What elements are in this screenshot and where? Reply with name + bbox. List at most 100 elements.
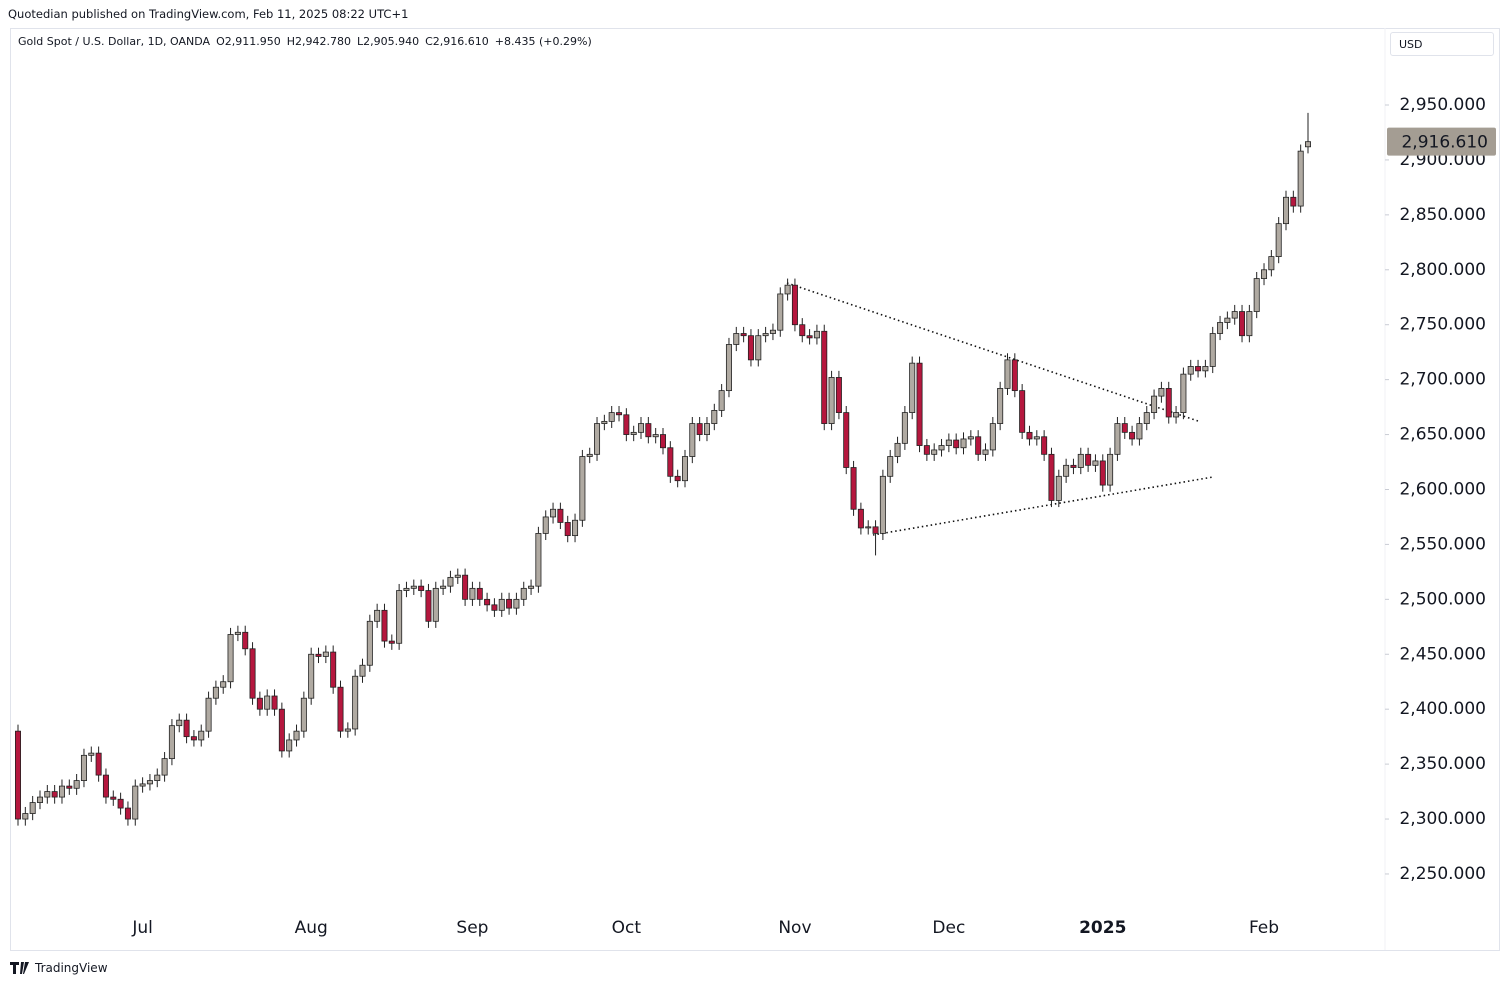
- candle-body: [227, 634, 234, 683]
- candle-body: [1173, 412, 1180, 418]
- candle-body: [506, 598, 513, 609]
- x-tick-label: 2025: [1079, 918, 1126, 938]
- candle-body: [703, 423, 710, 435]
- candle-body: [271, 695, 278, 710]
- y-tick-label: 2,800.000: [1399, 260, 1486, 280]
- x-tick-label: Aug: [295, 918, 328, 938]
- candle-body: [967, 436, 974, 440]
- candle-body: [278, 708, 285, 752]
- candle-body: [315, 653, 322, 657]
- candle-body: [901, 412, 908, 444]
- candle-body: [168, 725, 175, 760]
- candle-body: [498, 598, 505, 611]
- last-price-box: [1387, 127, 1496, 156]
- candle-body: [835, 377, 842, 413]
- y-tick-label: 2,250.000: [1399, 864, 1486, 884]
- ohlc-close: C2,916.610: [425, 35, 489, 48]
- currency-button[interactable]: USD: [1390, 32, 1494, 56]
- candle-body: [872, 526, 879, 534]
- candle-body: [520, 587, 527, 600]
- candle-body: [410, 585, 417, 589]
- candle-body: [733, 333, 740, 345]
- candle-body: [586, 453, 593, 457]
- y-tick-label: 2,450.000: [1399, 644, 1486, 664]
- candle-body: [1033, 436, 1040, 440]
- candle-body: [1107, 453, 1114, 486]
- candle-body: [769, 329, 776, 334]
- trendline-upper: [786, 282, 1199, 422]
- candle-body: [828, 377, 835, 424]
- candle-body: [88, 752, 95, 756]
- candle-body: [916, 362, 923, 446]
- candle-body: [909, 362, 916, 413]
- footer-text: TradingView: [35, 961, 108, 975]
- candle-body: [132, 785, 139, 820]
- candle-body: [608, 412, 615, 422]
- candle-body: [396, 590, 403, 644]
- candle-body: [1202, 366, 1209, 372]
- candle-body: [205, 697, 212, 732]
- candle-body: [1224, 317, 1231, 323]
- candle-body: [1253, 278, 1260, 312]
- candle-body: [1019, 390, 1026, 433]
- change: +8.435 (+0.29%): [494, 35, 592, 48]
- x-tick-label: Nov: [778, 918, 811, 938]
- candle-body: [718, 390, 725, 411]
- candle-body: [579, 456, 586, 521]
- candle-body: [176, 719, 183, 727]
- candle-body: [102, 774, 109, 798]
- trendline-lower: [872, 476, 1214, 536]
- candle-body: [1209, 333, 1216, 367]
- x-tick-label: Dec: [932, 918, 965, 938]
- candle-body: [1092, 460, 1099, 466]
- candle-body: [660, 434, 667, 449]
- candle-body: [337, 686, 344, 732]
- candle-body: [462, 574, 469, 600]
- x-tick-label: Jul: [131, 918, 153, 938]
- candle-body: [755, 335, 762, 361]
- candle-body: [747, 335, 754, 361]
- last-price-label: 2,916.610: [1401, 133, 1488, 153]
- candle-body: [51, 791, 58, 798]
- candle-body: [1026, 431, 1033, 440]
- chart-frame: [10, 28, 1500, 951]
- candle-body: [696, 423, 703, 435]
- candle-body: [887, 456, 894, 477]
- candle-body: [960, 438, 967, 449]
- candle-body: [645, 423, 652, 438]
- candle-body: [1143, 412, 1150, 424]
- candle-body: [1187, 366, 1194, 375]
- candle-body: [403, 587, 410, 591]
- candle-body: [791, 284, 798, 326]
- candle-body: [293, 730, 300, 741]
- candle-body: [359, 664, 366, 677]
- footer: TradingView: [10, 961, 108, 975]
- candle-body: [73, 780, 80, 789]
- candle-body: [806, 335, 813, 339]
- candle-body: [616, 412, 623, 416]
- candle-body: [381, 609, 388, 642]
- candle-body: [542, 516, 549, 534]
- candle-body: [953, 439, 960, 449]
- candle-body: [1283, 196, 1290, 225]
- candle-body: [95, 752, 102, 776]
- x-tick-label: Sep: [456, 918, 488, 938]
- candle-body: [161, 758, 168, 776]
- candle-body: [330, 651, 337, 688]
- candle-body: [469, 587, 476, 600]
- candle-body: [1246, 311, 1253, 337]
- x-tick-label: Feb: [1249, 918, 1279, 938]
- candle-body: [198, 730, 205, 741]
- y-tick-label: 2,300.000: [1399, 809, 1486, 829]
- candle-body: [183, 719, 190, 738]
- candle-body: [674, 475, 681, 482]
- published-note: Quotedian published on TradingView.com, …: [8, 7, 409, 21]
- candle-body: [1217, 322, 1224, 334]
- candle-body: [484, 598, 491, 606]
- candle-body: [425, 590, 432, 622]
- candle-body: [1063, 464, 1070, 477]
- candle-body: [344, 728, 351, 732]
- candle-body: [630, 431, 637, 435]
- candle-body: [447, 576, 454, 587]
